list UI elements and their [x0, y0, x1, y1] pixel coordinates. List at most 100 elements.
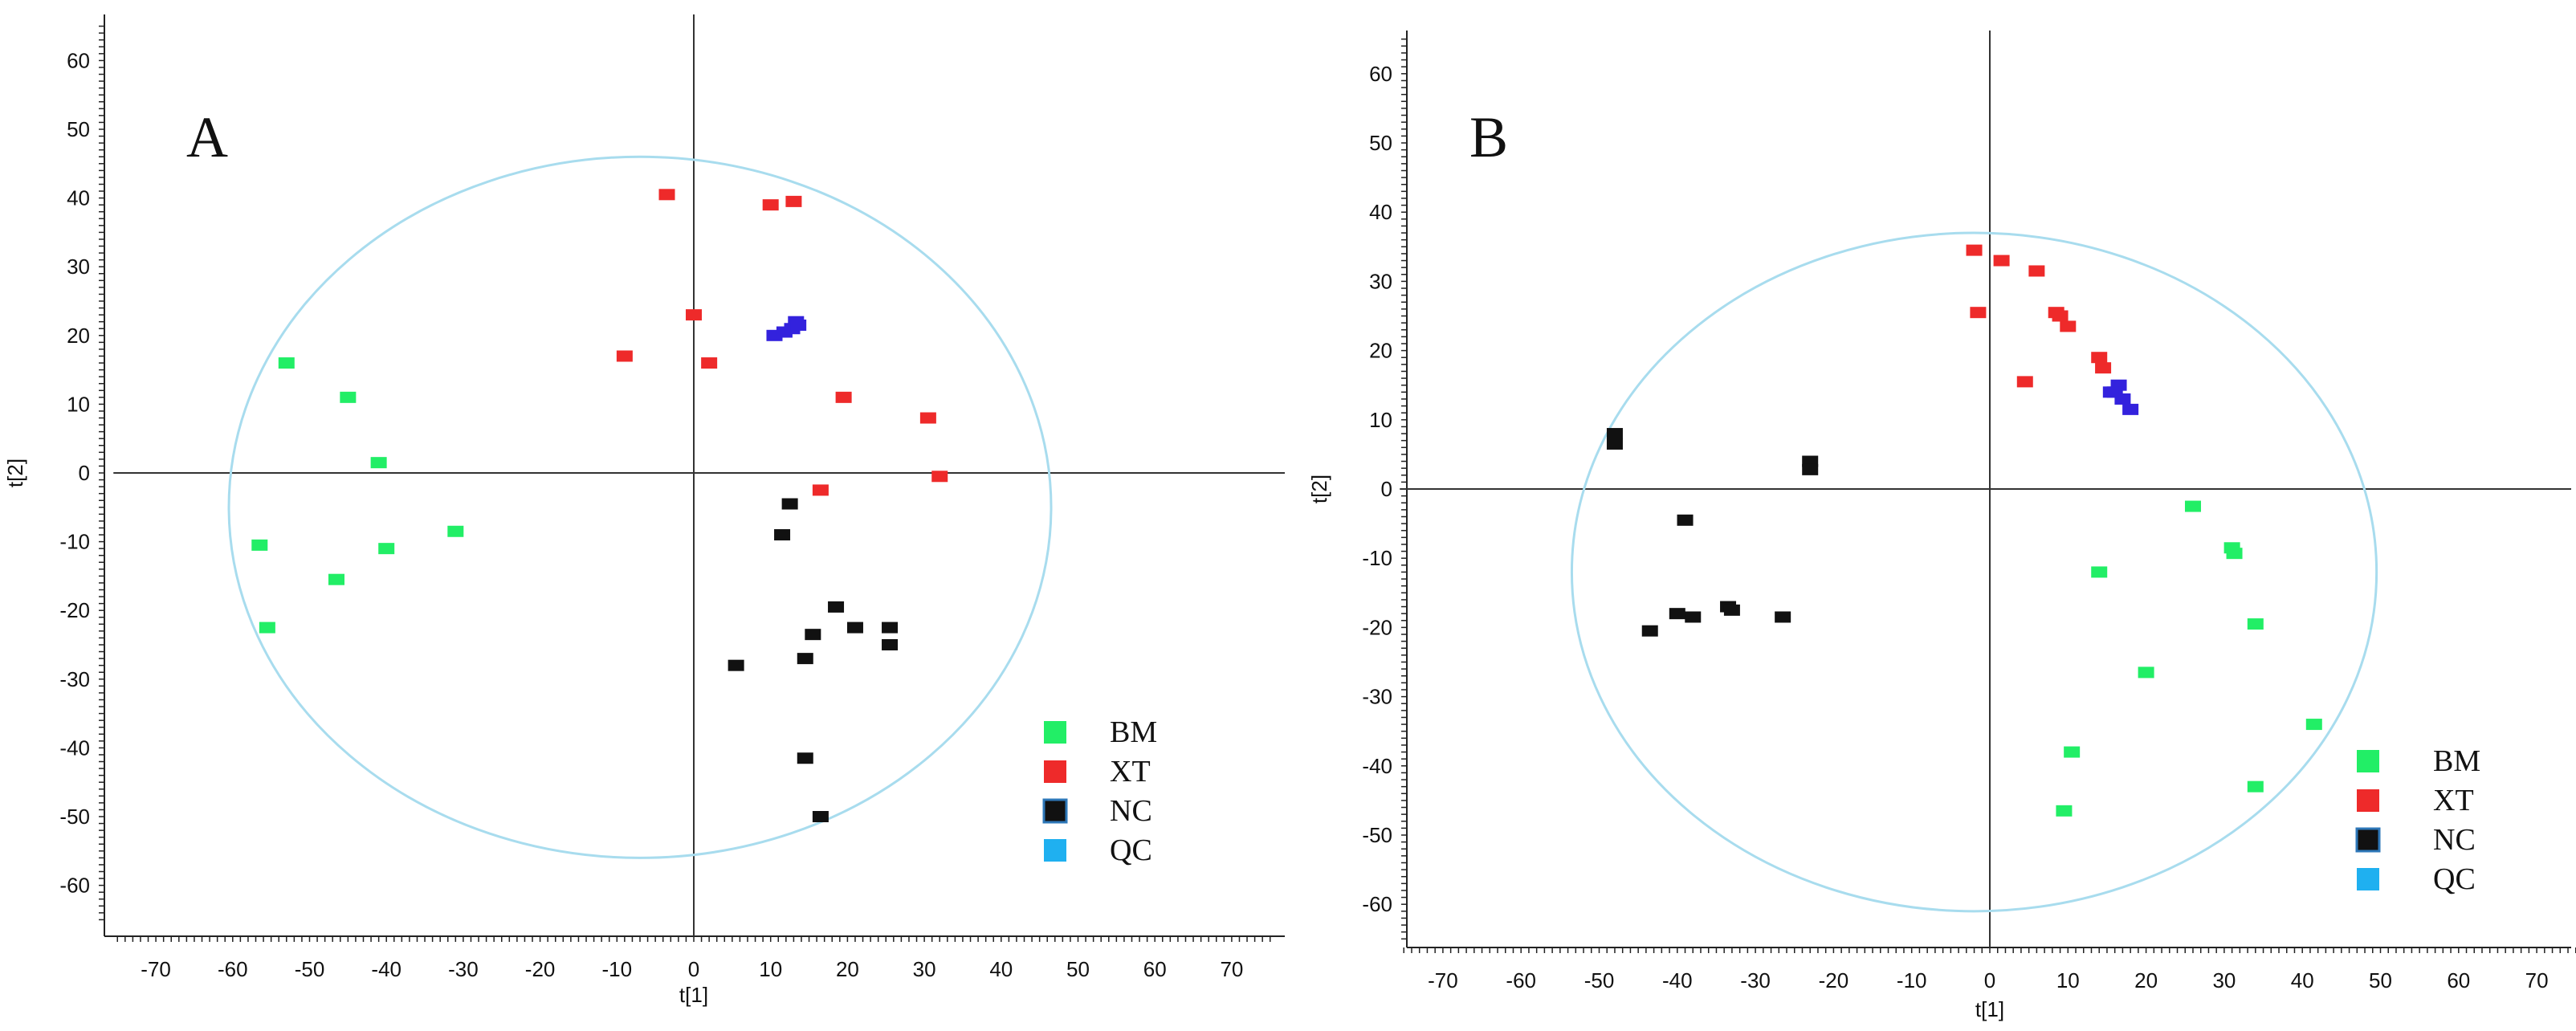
data-point-nc [882, 621, 899, 634]
data-point-xt [2095, 362, 2112, 374]
data-point-bm [2305, 719, 2322, 731]
y-tick-label: -60 [59, 874, 90, 898]
x-tick-label: 60 [1143, 957, 1167, 981]
y-tick-label: 20 [1369, 339, 1392, 363]
data-point-xt [616, 350, 633, 362]
y-tick-label: -30 [59, 667, 90, 691]
data-point-bm [2056, 805, 2073, 817]
x-tick-label: -70 [141, 957, 171, 981]
data-point-xt [2091, 352, 2108, 364]
data-point-xt [931, 471, 948, 483]
y-tick-label: -20 [59, 598, 90, 622]
x-tick-label: 70 [1220, 957, 1243, 981]
data-point-xt [812, 484, 829, 496]
data-point-nc [1677, 514, 1694, 526]
series-nc [1606, 428, 1819, 637]
data-point-bm [2138, 666, 2154, 679]
x-tick-label: -60 [1506, 968, 1536, 992]
y-tick-label: 30 [67, 255, 90, 279]
data-point-xt [1993, 255, 2010, 267]
y-tick-label: 0 [79, 461, 90, 485]
data-point-nc [812, 811, 829, 822]
x-tick-label: -50 [295, 957, 325, 981]
y-tick-label: -40 [1362, 754, 1392, 778]
data-point-bm [370, 457, 387, 469]
data-point-bm [2184, 500, 2201, 512]
series-bm [2056, 500, 2322, 817]
x-tick-label: 20 [836, 957, 859, 981]
data-point-xt [686, 309, 702, 321]
chart-panel-a: -60 -50 -40 -30 -20 -10 0 10 20 30 40 50 60 -70 -60 -50… [3, 14, 1285, 1007]
x-tick-label: -50 [1584, 968, 1615, 992]
data-point-nc [1775, 611, 1791, 623]
data-point-bm [259, 621, 275, 634]
y-tick-label: 50 [1369, 131, 1392, 155]
data-point-bm [251, 539, 268, 551]
series-bm [251, 357, 464, 634]
data-point-nc [1723, 604, 1740, 616]
legend-swatch-qc [1044, 839, 1066, 862]
legend-label-xt: XT [1110, 755, 1151, 789]
y-tick-label: 0 [1381, 477, 1392, 501]
y-tick-label: 10 [67, 392, 90, 416]
y-tick-label: 60 [1369, 62, 1392, 86]
data-point-nc [797, 653, 813, 665]
x-tick-label: 70 [2525, 968, 2549, 992]
data-point-bm [447, 525, 464, 537]
x-tick-label: 20 [2134, 968, 2158, 992]
chart-panel-b: -60 -50 -40 -30 -20 -10 0 10 20 30 40 50 60 -70 -60 -50… [1307, 31, 2576, 1021]
x-tick-label: 0 [688, 957, 699, 981]
y-tick-label: -30 [1362, 685, 1392, 709]
x-axis-title: t[1] [1975, 997, 2004, 1021]
data-point-nc [882, 639, 899, 650]
legend-label-bm: BM [1110, 715, 1157, 749]
legend-label-qc: QC [2433, 862, 2476, 896]
series-xt [1966, 244, 2112, 388]
y-tick-label: -10 [1362, 546, 1392, 570]
legend-swatch-nc [2355, 827, 2381, 853]
data-point-xt [919, 412, 936, 424]
legend-label-bm: BM [2433, 744, 2480, 778]
x-tick-label: 30 [913, 957, 936, 981]
y-tick-label: -40 [59, 736, 90, 760]
data-point-xt [762, 199, 779, 211]
y-tick-label: -20 [1362, 615, 1392, 639]
y-tick-label: 40 [1369, 200, 1392, 224]
data-point-nc [846, 621, 863, 634]
data-point-xt [785, 195, 802, 207]
legend-swatch-xt [2357, 789, 2379, 812]
x-tick-label: -10 [1897, 968, 1927, 992]
x-tick-label: -10 [602, 957, 633, 981]
legend-label-nc: NC [2433, 823, 2476, 857]
legend-label-xt: XT [2433, 784, 2474, 817]
legend-label-qc: QC [1110, 833, 1152, 867]
data-point-nc [728, 659, 744, 671]
data-point-nc [1606, 438, 1623, 450]
x-tick-label: -40 [1662, 968, 1693, 992]
data-point-bm [2064, 746, 2081, 758]
y-tick-label: -10 [59, 530, 90, 554]
y-axis-title: t[2] [3, 458, 27, 487]
confidence-ellipse [1570, 231, 2378, 913]
data-point-xt [1966, 244, 1983, 256]
series-nc [728, 498, 899, 822]
legend-swatch-bm [1044, 721, 1066, 744]
series-qc [2102, 379, 2139, 415]
data-point-xt [701, 357, 718, 369]
y-tick-label: -50 [1362, 823, 1392, 847]
data-point-bm [2226, 548, 2243, 560]
y-tick-label: 10 [1369, 408, 1392, 432]
legend-swatch-qc [2357, 868, 2379, 890]
y-tick-label: 30 [1369, 269, 1392, 293]
data-point-xt [2016, 376, 2033, 388]
y-tick-label: -60 [1362, 892, 1392, 916]
data-point-nc [1606, 428, 1623, 440]
y-tick-label: 60 [67, 48, 90, 72]
x-tick-label: 60 [2447, 968, 2470, 992]
series-xt [616, 189, 948, 496]
x-axis-title: t[1] [679, 983, 708, 1007]
legend-label-nc: NC [1110, 794, 1152, 828]
data-point-bm [2247, 780, 2264, 793]
confidence-ellipse [227, 155, 1053, 859]
data-point-bm [2247, 618, 2264, 630]
